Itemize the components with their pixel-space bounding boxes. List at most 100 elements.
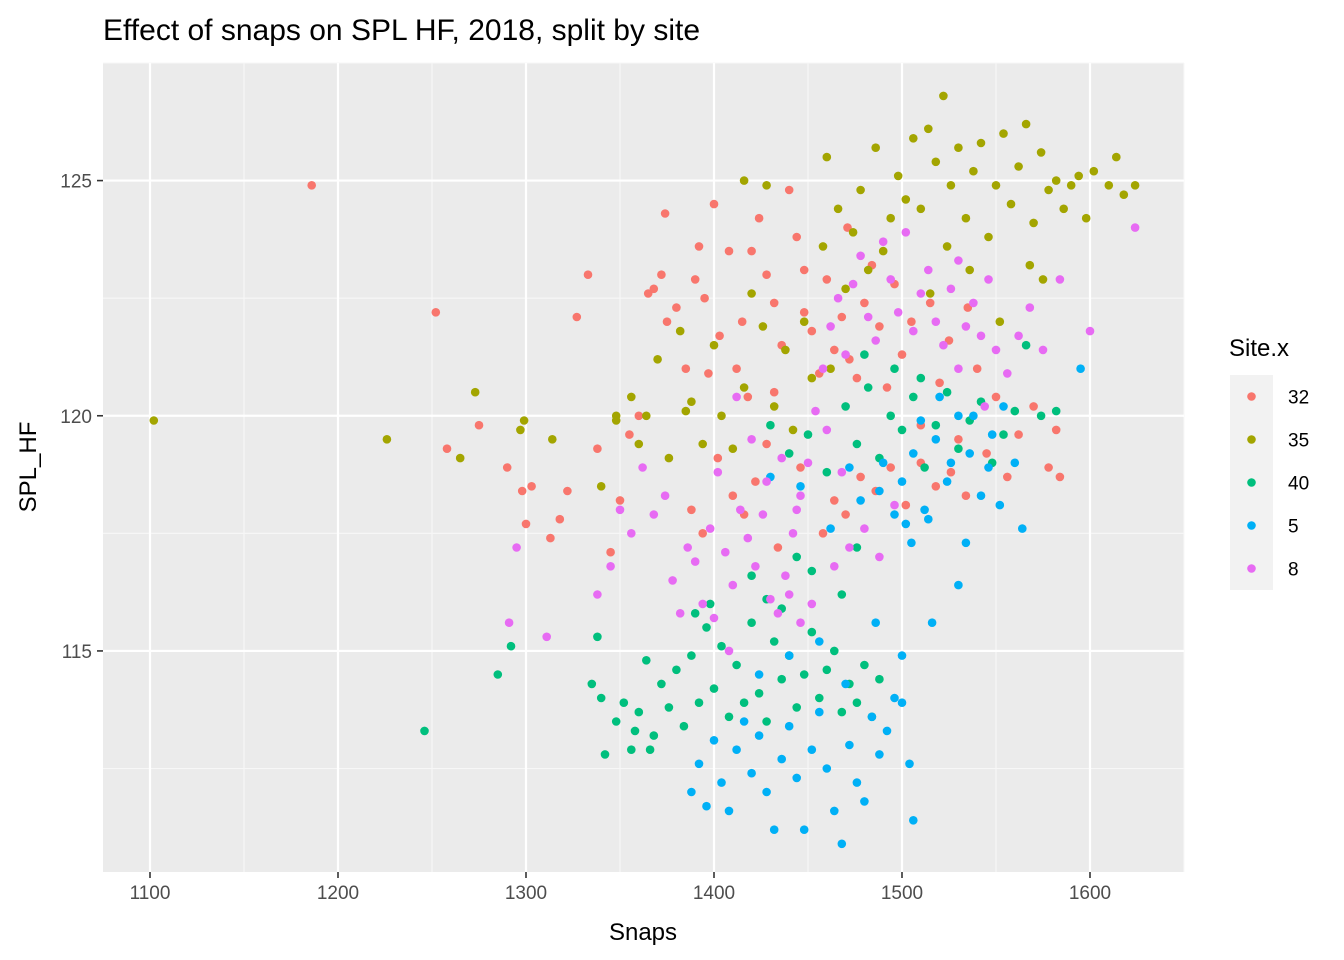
point-8-79 bbox=[980, 402, 989, 411]
point-35-62 bbox=[1074, 171, 1083, 181]
point-40-27 bbox=[762, 717, 771, 726]
point-32-48 bbox=[860, 298, 869, 308]
point-5-65 bbox=[878, 458, 888, 468]
legend-key-35 bbox=[1247, 435, 1256, 444]
point-35-75 bbox=[995, 317, 1005, 327]
point-8-70 bbox=[762, 477, 771, 486]
point-40-47 bbox=[841, 402, 850, 411]
point-35-68 bbox=[1130, 181, 1140, 190]
point-35-56 bbox=[1029, 218, 1038, 228]
point-5-44 bbox=[954, 411, 963, 421]
point-5-11 bbox=[769, 825, 779, 834]
point-35-10 bbox=[634, 439, 644, 449]
point-8-46 bbox=[939, 340, 948, 350]
point-32-72 bbox=[713, 453, 723, 463]
point-8-27 bbox=[796, 491, 805, 501]
legend-key-8 bbox=[1247, 564, 1256, 573]
x-tick-label-1600: 1600 bbox=[1069, 883, 1111, 904]
point-35-39 bbox=[901, 195, 911, 204]
point-35-77 bbox=[1038, 275, 1048, 284]
point-8-11 bbox=[675, 609, 685, 618]
x-tick-label-1500: 1500 bbox=[881, 883, 923, 904]
point-8-3 bbox=[593, 590, 602, 599]
point-32-16 bbox=[625, 430, 634, 439]
point-32-56 bbox=[925, 298, 935, 308]
point-35-57 bbox=[1036, 148, 1046, 157]
point-32-59 bbox=[954, 435, 963, 444]
major-gridlines bbox=[103, 63, 1184, 872]
point-40-26 bbox=[754, 689, 764, 698]
point-32-14 bbox=[606, 547, 615, 557]
x-tick-label-1400: 1400 bbox=[693, 883, 735, 904]
point-5-23 bbox=[860, 797, 869, 806]
point-40-24 bbox=[739, 698, 749, 707]
point-5-62 bbox=[826, 524, 835, 533]
point-35-29 bbox=[826, 364, 835, 374]
point-40-71 bbox=[837, 590, 847, 599]
point-5-36 bbox=[897, 651, 907, 660]
point-35-48 bbox=[969, 166, 978, 176]
point-32-82 bbox=[856, 472, 865, 482]
point-40-76 bbox=[645, 745, 655, 754]
point-8-40 bbox=[893, 308, 903, 317]
point-8-25 bbox=[781, 571, 790, 580]
point-8-42 bbox=[909, 326, 918, 336]
point-40-74 bbox=[705, 599, 715, 609]
point-32-29 bbox=[724, 246, 734, 256]
point-35-64 bbox=[1089, 166, 1099, 176]
point-8-44 bbox=[924, 265, 933, 275]
point-35-19 bbox=[728, 444, 738, 454]
point-40-15 bbox=[672, 665, 681, 675]
point-32-43 bbox=[822, 275, 832, 284]
point-8-17 bbox=[721, 547, 730, 557]
point-8-23 bbox=[766, 594, 775, 604]
point-35-21 bbox=[747, 289, 756, 298]
point-5-67 bbox=[924, 514, 933, 524]
point-35-2 bbox=[455, 453, 465, 463]
point-32-39 bbox=[792, 232, 801, 242]
point-40-66 bbox=[747, 571, 756, 580]
point-32-76 bbox=[762, 439, 771, 449]
point-5-5 bbox=[724, 806, 734, 816]
point-5-49 bbox=[1010, 458, 1020, 468]
point-35-31 bbox=[841, 284, 850, 294]
point-8-65 bbox=[860, 524, 869, 533]
point-35-76 bbox=[1025, 260, 1035, 270]
point-5-66 bbox=[901, 519, 911, 529]
point-5-50 bbox=[935, 392, 944, 402]
point-5-69 bbox=[907, 538, 916, 548]
point-8-62 bbox=[796, 618, 805, 627]
point-8-24 bbox=[773, 609, 783, 618]
point-8-37 bbox=[871, 336, 880, 345]
point-8-55 bbox=[1014, 331, 1023, 341]
point-40-14 bbox=[664, 703, 674, 712]
point-32-5 bbox=[517, 486, 527, 496]
point-5-42 bbox=[931, 435, 941, 444]
point-8-53 bbox=[991, 345, 1001, 355]
point-8-10 bbox=[668, 576, 677, 585]
point-32-38 bbox=[784, 185, 794, 195]
point-35-41 bbox=[916, 204, 926, 214]
legend-items: 32 35 40 5 8 bbox=[1230, 375, 1309, 590]
point-40-4 bbox=[593, 632, 602, 642]
legend-title: Site.x bbox=[1229, 335, 1289, 362]
point-40-55 bbox=[931, 420, 941, 430]
point-35-36 bbox=[878, 246, 888, 256]
legend-key-32 bbox=[1247, 392, 1256, 401]
point-35-72 bbox=[925, 289, 935, 298]
point-40-43 bbox=[766, 420, 775, 430]
point-8-73 bbox=[822, 425, 832, 435]
point-40-39 bbox=[852, 698, 862, 707]
point-35-3 bbox=[470, 387, 480, 397]
point-40-72 bbox=[852, 543, 862, 552]
point-8-18 bbox=[728, 580, 738, 590]
point-8-77 bbox=[830, 562, 839, 571]
point-32-3 bbox=[474, 420, 484, 430]
point-35-9 bbox=[627, 392, 636, 402]
point-40-42 bbox=[875, 674, 884, 684]
point-32-70 bbox=[687, 505, 696, 515]
point-40-10 bbox=[634, 707, 644, 717]
y-tick-label-115: 115 bbox=[62, 642, 92, 663]
point-35-69 bbox=[739, 176, 749, 185]
point-5-52 bbox=[946, 458, 956, 468]
